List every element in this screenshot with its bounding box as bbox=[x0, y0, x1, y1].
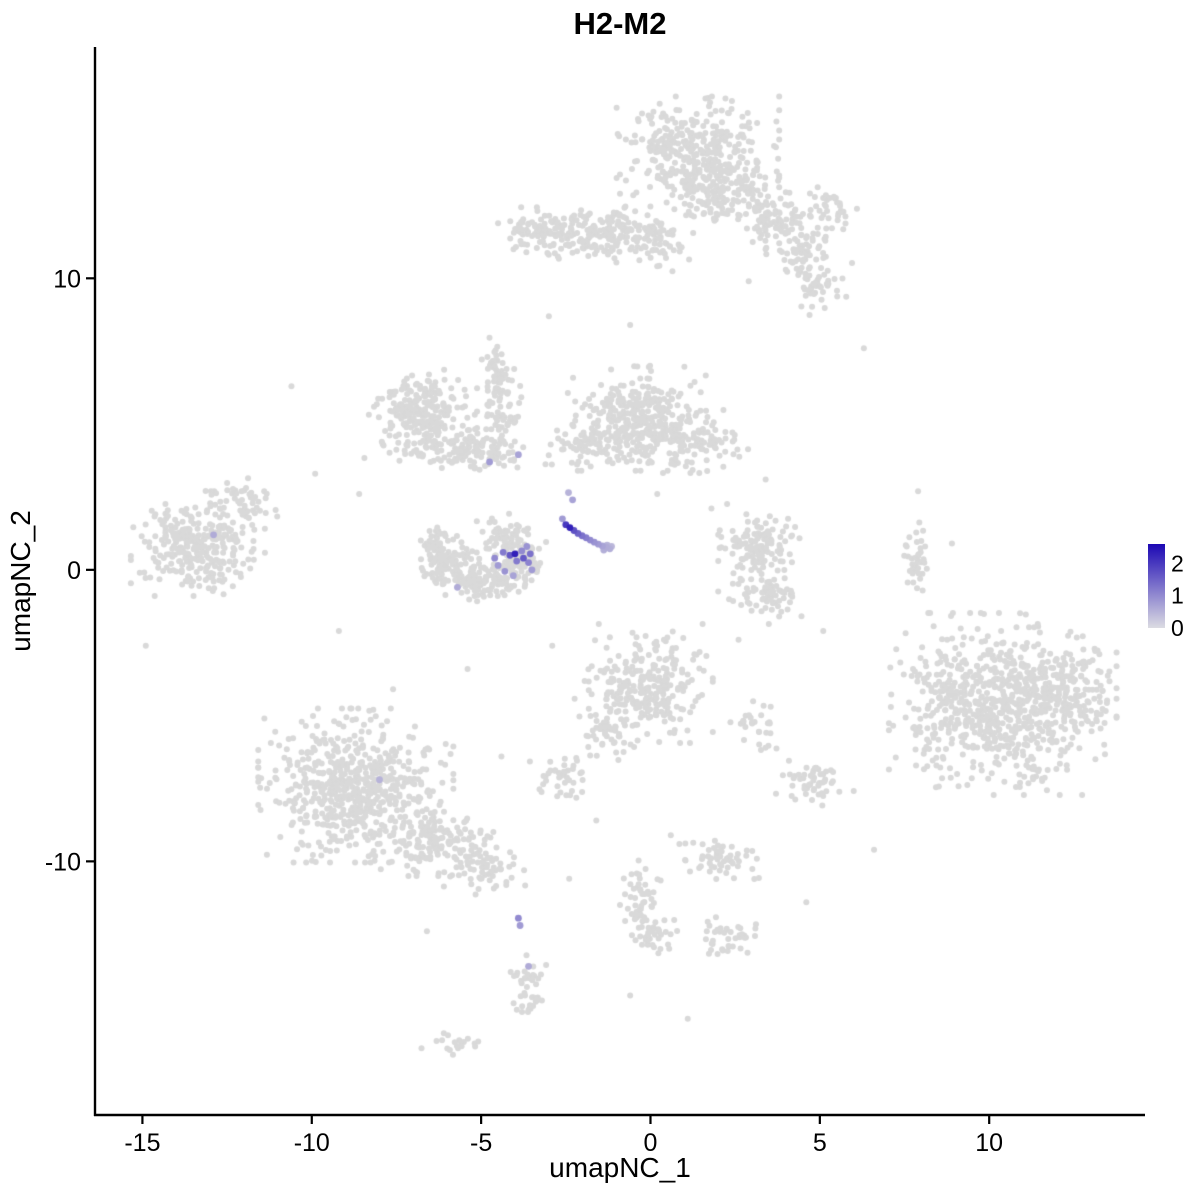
y-tick-label: 10 bbox=[53, 265, 81, 293]
legend-tick-label: 2 bbox=[1171, 550, 1184, 576]
x-tick-label: 5 bbox=[813, 1129, 827, 1157]
x-tick-label: -10 bbox=[294, 1129, 330, 1157]
x-axis-ticks: -15 -10 -5 0 5 10 bbox=[124, 1115, 1003, 1157]
x-axis-label: umapNC_1 bbox=[549, 1152, 691, 1183]
y-axis-label: umapNC_2 bbox=[5, 510, 36, 652]
x-tick-label: -15 bbox=[124, 1129, 160, 1157]
legend-gradient-bar bbox=[1148, 544, 1165, 628]
x-tick-label: -5 bbox=[470, 1129, 492, 1157]
legend-tick-labels: 2 1 0 bbox=[1171, 550, 1184, 641]
legend-tick-label: 0 bbox=[1171, 615, 1184, 641]
x-tick-label: 0 bbox=[644, 1129, 658, 1157]
x-tick-label: 10 bbox=[975, 1129, 1003, 1157]
y-tick-label: -10 bbox=[45, 848, 81, 876]
y-tick-label: 0 bbox=[67, 557, 81, 585]
chart-title: H2-M2 bbox=[573, 6, 666, 41]
legend-tick-label: 1 bbox=[1171, 583, 1184, 609]
y-axis-ticks: -10 0 10 bbox=[45, 265, 95, 876]
